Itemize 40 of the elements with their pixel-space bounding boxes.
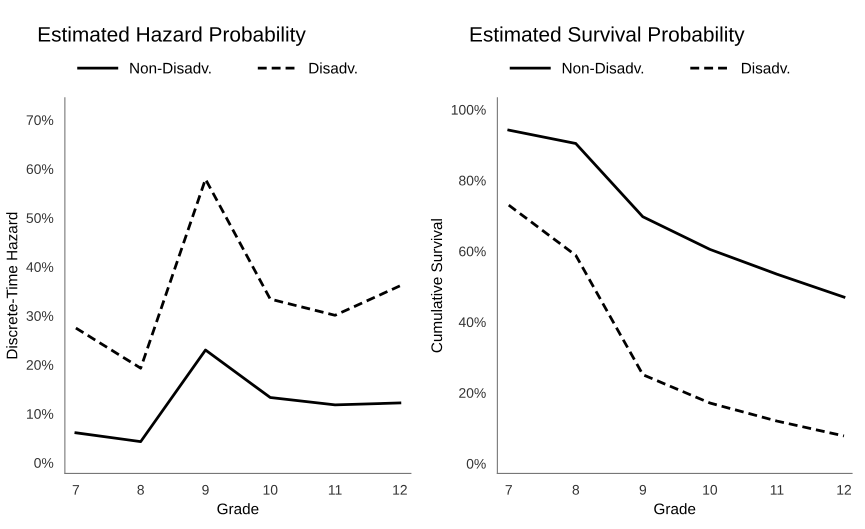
x-tick-label: 8 <box>572 484 580 495</box>
y-tick-label: 20% <box>26 360 54 370</box>
x-tick-label: 10 <box>264 484 278 495</box>
y-tick-label: 70% <box>26 115 54 126</box>
y-tick-label: 60% <box>26 164 54 174</box>
y-tick-label: 100% <box>452 104 486 115</box>
legend-label: Disadv. <box>742 62 790 74</box>
x-axis-title: Grade <box>217 503 258 514</box>
y-tick-label: 10% <box>27 409 54 419</box>
line-series <box>74 348 402 444</box>
y-tick-label: 20% <box>459 388 486 398</box>
y-tick-label: 0% <box>34 458 54 468</box>
y-tick-label: 60% <box>459 246 486 256</box>
y-tick-label: 0% <box>466 458 486 469</box>
x-tick-label: 12 <box>837 484 852 495</box>
y-tick-label: 50% <box>26 213 54 224</box>
y-tick-label: 40% <box>458 317 486 328</box>
y-axis-title: Discrete-Time Hazard <box>6 212 18 358</box>
y-tick-label: 80% <box>459 176 486 186</box>
x-tick-label: 11 <box>770 485 784 495</box>
x-tick-label: 12 <box>393 484 407 495</box>
line-series <box>74 178 402 370</box>
x-tick-label: 8 <box>137 484 144 495</box>
legend-label: Non-Disadv. <box>562 62 644 74</box>
chart-title: Estimated Survival Probability <box>470 26 745 46</box>
line-series <box>507 204 846 438</box>
x-tick-label: 9 <box>202 484 209 495</box>
chart-title: Estimated Hazard Probability <box>38 26 306 46</box>
x-tick-label: 9 <box>640 484 646 495</box>
x-tick-label: 11 <box>328 485 342 495</box>
line-series <box>507 128 846 299</box>
legend-label: Non-Disadv. <box>130 62 211 74</box>
legend-label: Disadv. <box>309 62 357 74</box>
x-tick-label: 7 <box>506 485 512 495</box>
y-tick-label: 30% <box>26 311 54 321</box>
y-axis-title: Cumulative Survival <box>430 219 442 352</box>
x-tick-label: 7 <box>72 485 80 495</box>
x-tick-label: 10 <box>703 484 718 495</box>
y-tick-label: 40% <box>26 262 54 272</box>
x-axis-title: Grade <box>654 503 696 514</box>
